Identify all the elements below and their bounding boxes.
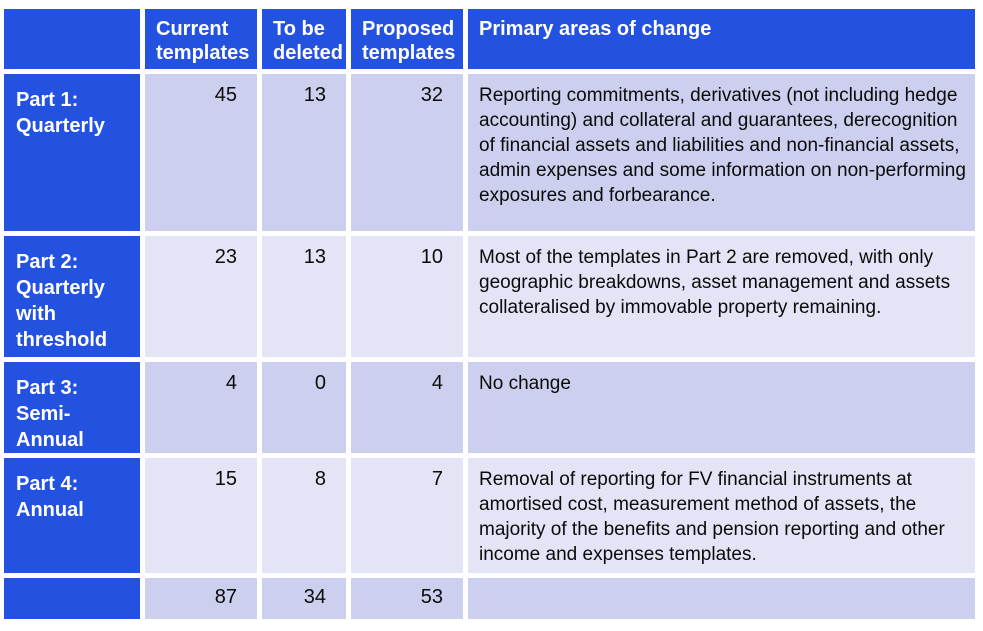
cell-part4-to-be-deleted: 8 [262,458,346,573]
row-header-part-1-quarterly: Part 1: Quarterly [4,74,140,231]
header-cell-primary-areas-of-change: Primary areas of change [468,9,975,69]
cell-part4-proposed-templates: 7 [351,458,463,573]
cell-part3-current-templates: 4 [145,362,257,453]
header-cell-proposed-templates: Proposed templates [351,9,463,69]
cell-part2-primary-areas-of-change: Most of the templates in Part 2 are remo… [468,236,975,357]
cell-part4-current-templates: 15 [145,458,257,573]
cell-part2-to-be-deleted: 13 [262,236,346,357]
cell-total-proposed-templates: 53 [351,578,463,619]
header-cell-to-be-deleted: To be deleted [262,9,346,69]
cell-total-current-templates: 87 [145,578,257,619]
cell-part2-proposed-templates: 10 [351,236,463,357]
header-cell-current-templates: Current templates [145,9,257,69]
cell-part3-primary-areas-of-change: No change [468,362,975,453]
cell-part1-current-templates: 45 [145,74,257,231]
header-cell-empty [4,9,140,69]
cell-part3-to-be-deleted: 0 [262,362,346,453]
row-header-part-4-annual: Part 4: Annual [4,458,140,573]
cell-part2-current-templates: 23 [145,236,257,357]
row-header-part-3-semi-annual: Part 3: Semi- Annual [4,362,140,453]
cell-part1-proposed-templates: 32 [351,74,463,231]
cell-part4-primary-areas-of-change: Removal of reporting for FV financial in… [468,458,975,573]
totals-row-header [4,578,140,619]
cell-part1-primary-areas-of-change: Reporting commitments, derivatives (not … [468,74,975,231]
cell-part1-to-be-deleted: 13 [262,74,346,231]
cell-part3-proposed-templates: 4 [351,362,463,453]
cell-total-to-be-deleted: 34 [262,578,346,619]
cell-total-primary-areas-of-change [468,578,975,619]
row-header-part-2-quarterly-with-threshold: Part 2: Quarterly with threshold [4,236,140,357]
